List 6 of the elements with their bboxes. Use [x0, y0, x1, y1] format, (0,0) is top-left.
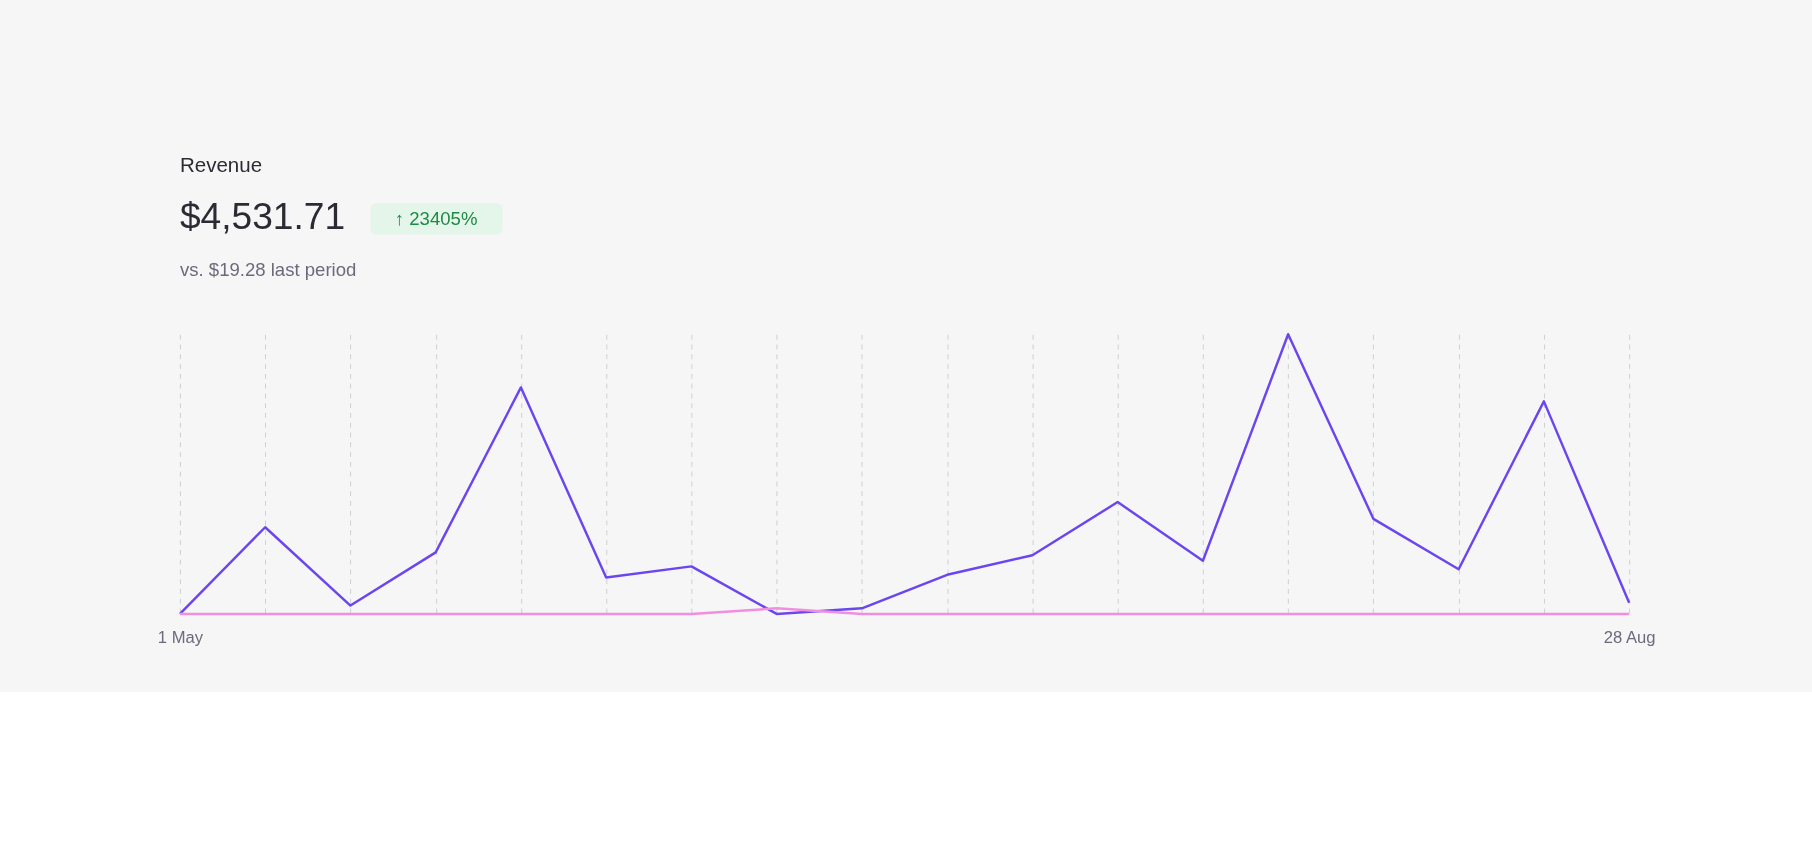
text: $4,531.71: [179, 194, 346, 237]
chart-subtitle: vs. $19.28 last period: [179, 258, 357, 280]
x-tick-label: 1 May: [157, 627, 204, 647]
text: ↑ 23405%: [394, 207, 478, 229]
chart-title: Revenue: [179, 152, 263, 176]
x-tick-label: 28 Aug: [1603, 627, 1656, 647]
